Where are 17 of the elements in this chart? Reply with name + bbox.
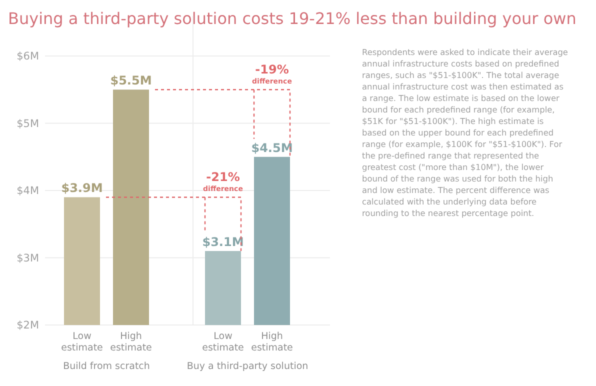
y-tick-label: $3M bbox=[16, 252, 39, 264]
x-tick-label: Low estimate bbox=[61, 331, 104, 354]
y-tick-label: $5M bbox=[16, 118, 39, 130]
x-tick-label: High estimate bbox=[251, 331, 294, 354]
x-tick-label: Low estimate bbox=[202, 331, 244, 354]
x-tick-label: High estimate bbox=[110, 331, 152, 354]
chart-title: Buying a third-party solution costs 19-21% less than building your own bbox=[8, 9, 576, 28]
data-label: $5.5M bbox=[110, 74, 152, 88]
y-tick-label: $6M bbox=[16, 50, 39, 63]
text: Buy a third-party solution bbox=[186, 361, 308, 372]
text: Build from scratch bbox=[63, 361, 150, 372]
y-tick-label: $4M bbox=[16, 185, 39, 198]
data-label: $4.5M bbox=[251, 140, 293, 155]
text: Respondents were asked to indicate their average annual infrastructure costs based on predefined ranges, such as "$51-$100K". The total average annual infrastructure cost was then estimated as a range. The low estimate is based on the lower bound for each predefined range (for example, $51K for "$51-$100K"). The high estimate is based on the upper bound for each predefined range (for example, $100K for "$51-$100K"). For the pre-defined range that represented the greatest cost ("more than $10M"), the lower bound of the range was used for both the high and low estimate. The percent difference was calculated with the underlying data before rounding to the nearest percentage point. bbox=[362, 47, 568, 218]
y-tick-label: $2M bbox=[16, 320, 39, 332]
data-label: $3.9M bbox=[61, 181, 103, 196]
data-label: $3.1M bbox=[202, 235, 244, 250]
